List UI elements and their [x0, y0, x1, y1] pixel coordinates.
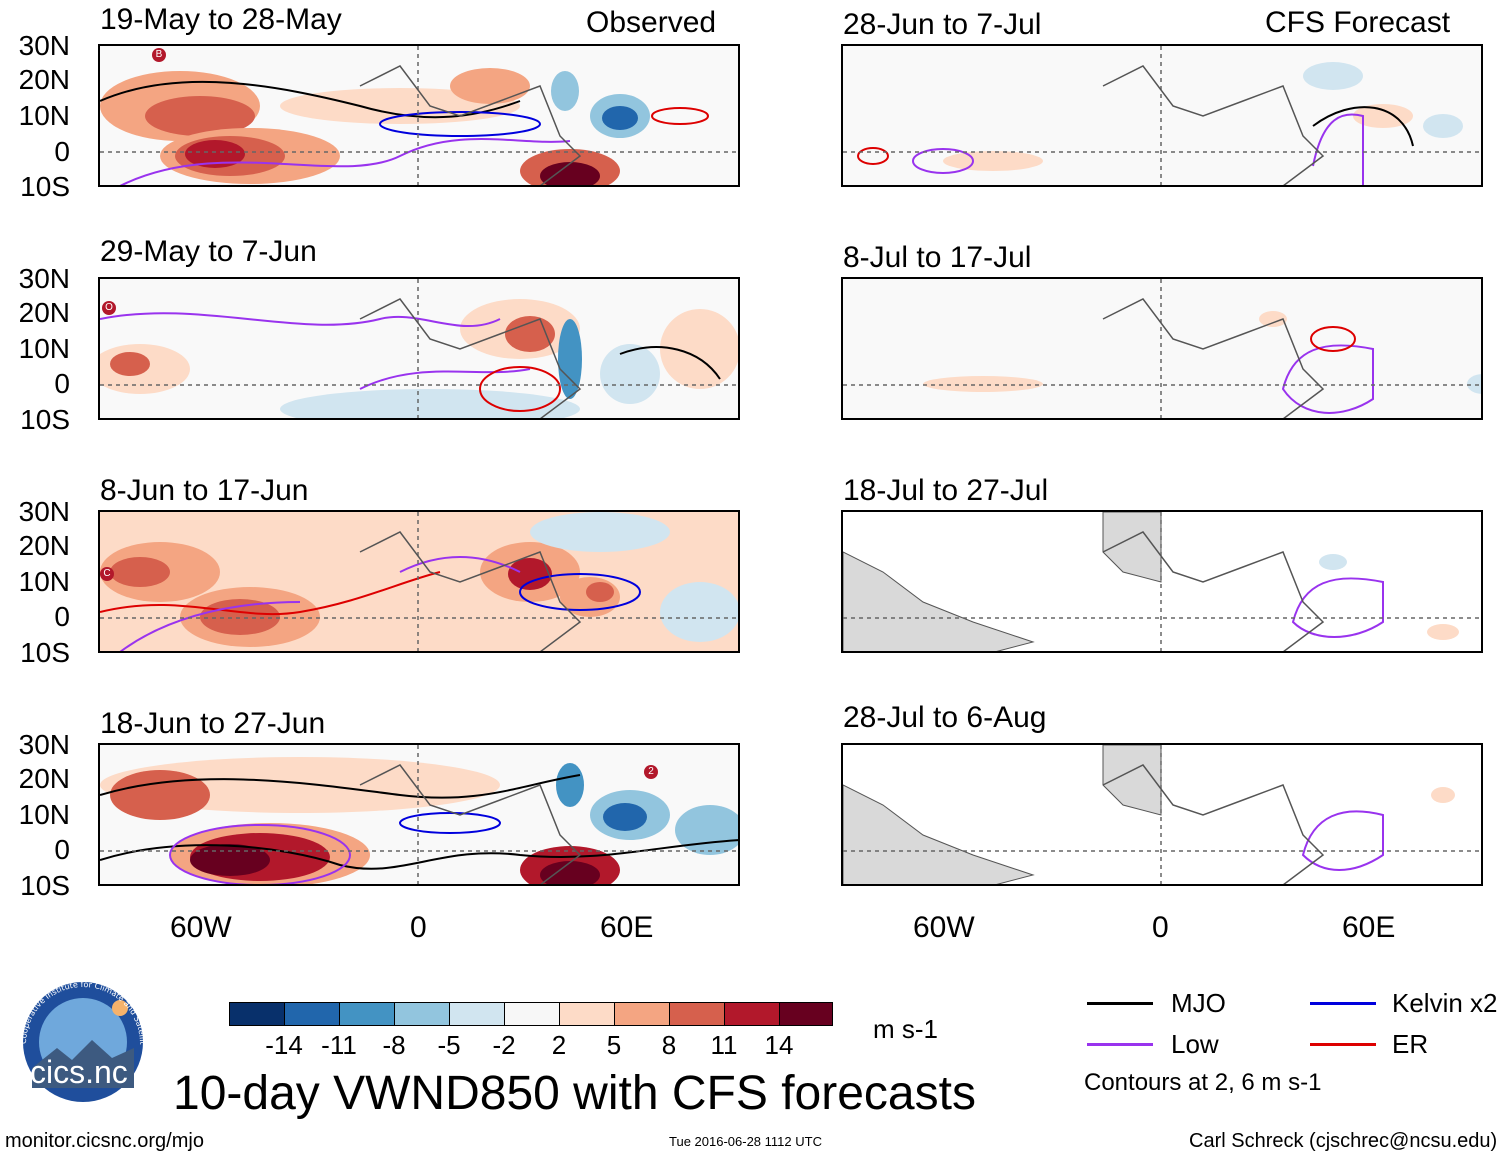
- legend-label-low: Low: [1171, 1029, 1219, 1059]
- lat-label: 10S: [20, 171, 70, 202]
- colorbar-tick-label: 11: [710, 1030, 738, 1060]
- lat-label: 20N: [18, 530, 70, 561]
- forecast-panel-2-title: 8-Jul to 17-Jul: [843, 241, 1032, 274]
- lat-label: 0: [54, 601, 70, 632]
- colorbar-cell: [284, 1002, 340, 1026]
- legend-line-er: [1310, 1043, 1376, 1046]
- colorbar-tick-label: -11: [321, 1030, 357, 1060]
- colorbar-tick-label: 14: [764, 1030, 794, 1060]
- storm-marker: 2: [644, 765, 658, 779]
- lon-label-right-0: 0: [1152, 911, 1169, 944]
- colorbar-tick-label: 2: [551, 1030, 567, 1060]
- observed-panel-3-title: 8-Jun to 17-Jun: [100, 474, 309, 507]
- colorbar-cell: [339, 1002, 395, 1026]
- colorbar-cell: [504, 1002, 560, 1026]
- lon-label-right-60e: 60E: [1342, 911, 1396, 944]
- lat-label: 0: [54, 136, 70, 167]
- storm-marker: C: [100, 567, 114, 581]
- lat-label: 30N: [18, 729, 70, 760]
- observed-panel-4-title: 18-Jun to 27-Jun: [100, 707, 326, 740]
- main-title: 10-day VWND850 with CFS forecasts: [173, 1067, 976, 1120]
- legend-line-mjo: [1087, 1002, 1153, 1005]
- lat-label: 20N: [18, 763, 70, 794]
- lat-label: 10N: [18, 799, 70, 830]
- footer-url[interactable]: monitor.cicsnc.org/mjo: [5, 1130, 204, 1152]
- colorbar-cell: [394, 1002, 450, 1026]
- colorbar-tick-label: 5: [606, 1030, 622, 1060]
- forecast-panel-4-title: 28-Jul to 6-Aug: [843, 701, 1047, 734]
- colorbar-cell: [449, 1002, 505, 1026]
- colorbar-tick-label: 8: [661, 1030, 677, 1060]
- forecast-panel-1-title: 28-Jun to 7-Jul: [843, 8, 1042, 41]
- colorbar-cell: [614, 1002, 670, 1026]
- forecast-map-panel-1: [841, 44, 1483, 187]
- observed-map-panel-1: B: [98, 44, 740, 187]
- lat-label: 10S: [20, 404, 70, 435]
- lat-label: 20N: [18, 64, 70, 95]
- colorbar-cell: [779, 1002, 833, 1026]
- lat-label: 30N: [18, 496, 70, 527]
- colorbar-tick-label: -14: [265, 1030, 303, 1060]
- colorbar-tick-label: -2: [492, 1030, 516, 1060]
- lat-label: 10S: [20, 637, 70, 668]
- storm-marker: B: [152, 48, 166, 62]
- lat-label: 10N: [18, 100, 70, 131]
- lon-label-right-60w: 60W: [913, 911, 975, 944]
- lon-label-left-0: 0: [410, 911, 427, 944]
- footer-author: Carl Schreck (cjschrec@ncsu.edu): [1189, 1130, 1498, 1152]
- colorbar-cell: [669, 1002, 725, 1026]
- colorbar-cell: [559, 1002, 615, 1026]
- forecast-column-title: CFS Forecast: [1265, 6, 1451, 39]
- observed-column-title: Observed: [586, 6, 717, 39]
- observed-panel-2-title: 29-May to 7-Jun: [100, 235, 317, 268]
- observed-panel-1-title: 19-May to 28-May: [100, 3, 342, 36]
- observed-map-panel-4: 2: [98, 743, 740, 886]
- observed-map-panel-3: C: [98, 510, 740, 653]
- colorbar-cell: [724, 1002, 780, 1026]
- footer-timestamp: Tue 2016-06-28 1112 UTC: [669, 1134, 822, 1149]
- colorbar-units: m s-1: [873, 1014, 938, 1044]
- legend-line-low: [1087, 1043, 1153, 1046]
- lat-label: 10S: [20, 870, 70, 901]
- lat-label: 30N: [18, 263, 70, 294]
- lat-label: 10N: [18, 566, 70, 597]
- cicsnc-logo: Cooperative Institute for Climate and Sa…: [10, 971, 154, 1102]
- colorbar-tick-label: -8: [382, 1030, 406, 1060]
- logo-text: cics.nc: [30, 1054, 128, 1090]
- observed-map-panel-2: O: [98, 277, 740, 420]
- colorbar-cell: [229, 1002, 285, 1026]
- lon-label-left-60e: 60E: [600, 911, 654, 944]
- lon-label-left-60w: 60W: [170, 911, 232, 944]
- legend-line-kelvin: [1310, 1002, 1376, 1005]
- lat-label: 20N: [18, 297, 70, 328]
- lat-label: 0: [54, 368, 70, 399]
- forecast-panel-3-title: 18-Jul to 27-Jul: [843, 474, 1049, 507]
- legend-contours-note: Contours at 2, 6 m s-1: [1084, 1069, 1322, 1096]
- forecast-map-panel-3: [841, 510, 1483, 653]
- forecast-map-panel-4: [841, 743, 1483, 886]
- legend-label-er: ER: [1392, 1029, 1429, 1059]
- colorbar-tick-label: -5: [437, 1030, 461, 1060]
- lat-label: 0: [54, 834, 70, 865]
- forecast-map-panel-2: [841, 277, 1483, 420]
- storm-marker: O: [102, 301, 116, 315]
- lat-label: 10N: [18, 333, 70, 364]
- legend-label-mjo: MJO: [1171, 988, 1226, 1018]
- legend-label-kelvin: Kelvin x2: [1392, 988, 1498, 1018]
- lat-label: 30N: [18, 30, 70, 61]
